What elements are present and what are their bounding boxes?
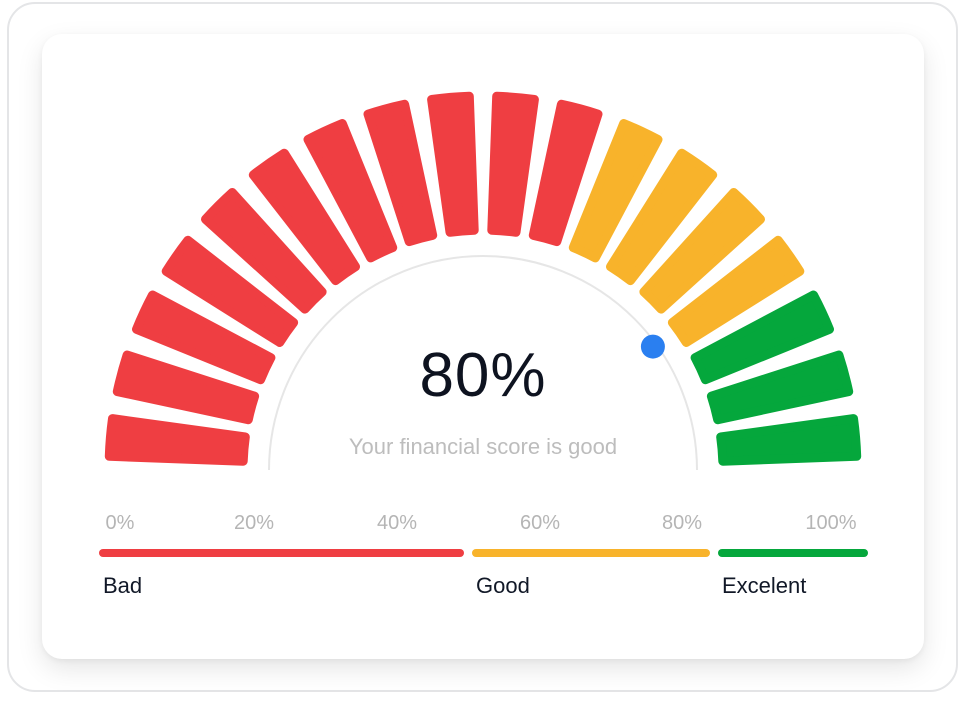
score-value: 80% (419, 341, 547, 410)
tick-label: 60% (519, 512, 561, 534)
zone-bar-good (472, 549, 711, 557)
inner-arc (268, 255, 698, 471)
tick-label: 80% (661, 512, 703, 534)
gauge-segment-good (667, 235, 805, 347)
gauge-segment-good (606, 148, 718, 286)
gauge-segment-bad (363, 99, 438, 247)
gauge-segment-bad (104, 414, 250, 466)
gauge-segment-bad (161, 235, 299, 347)
tick-label: 100% (805, 512, 857, 534)
gauge-segment-good (568, 119, 663, 263)
gauge-segment-bad (201, 188, 327, 314)
tick-label: 20% (233, 512, 275, 534)
gauge-segment-excellent (706, 350, 854, 425)
gauge-segment-good (639, 188, 765, 314)
score-marker (640, 334, 665, 359)
zone-bar-bad (99, 549, 465, 557)
tick-label: 40% (376, 512, 418, 534)
gauge-segment-excellent (690, 290, 834, 385)
gauge-segment-bad (487, 91, 539, 237)
gauge-segment-bad (132, 290, 276, 385)
zone-label-excellent: Excelent (722, 573, 807, 598)
gauge-segment-excellent (716, 414, 862, 466)
zone-label-bad: Bad (103, 573, 143, 598)
zone-bar-excellent (718, 549, 868, 557)
gauge-segment-bad (303, 119, 398, 263)
gauge-segment-bad (528, 99, 603, 247)
gauge-segment-bad (248, 148, 360, 286)
gauge-segment-bad (427, 91, 479, 237)
zone-label-good: Good (476, 573, 530, 598)
tick-label: 0% (105, 512, 135, 534)
gauge-segment-bad (112, 350, 260, 425)
score-caption: Your financial score is good (348, 434, 618, 459)
